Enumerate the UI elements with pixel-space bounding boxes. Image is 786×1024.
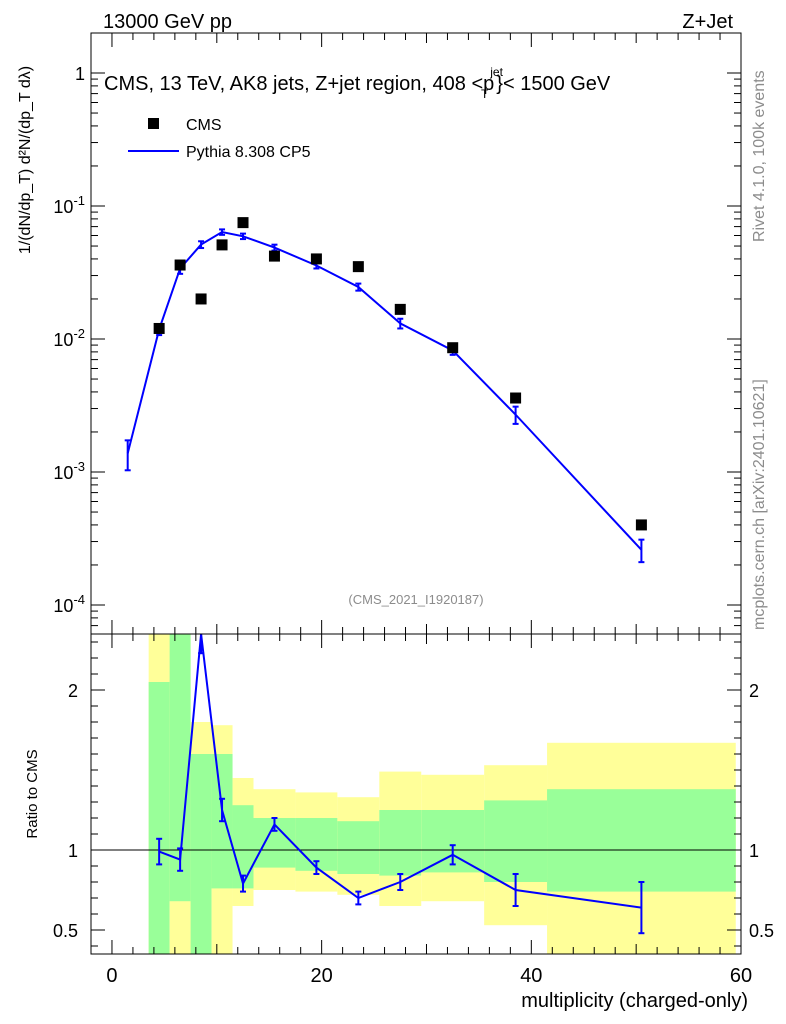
header-right-label: Z+Jet [682, 11, 733, 33]
main-ytick-label-2: 10-2 [53, 326, 85, 350]
mcplots-source-label: mcplots.cern.ch [arXiv:2401.10621] [751, 379, 768, 630]
cms-point-4 [217, 239, 228, 250]
main-ytick-label-0: 1 [75, 64, 85, 84]
cms-point-8 [353, 261, 364, 272]
ratio-ytick-label-right-0: 0.5 [749, 921, 774, 941]
ratio-y-axis-label: Ratio to CMS [24, 749, 41, 838]
ratio-ytick-label-2: 2 [68, 681, 78, 701]
legend-pythia-label: Pythia 8.308 CP5 [186, 144, 311, 161]
ratio-ytick-label-0: 0.5 [53, 921, 78, 941]
cms-point-9 [395, 304, 406, 315]
rivet-version-label: Rivet 4.1.0, 100k events [751, 70, 768, 242]
band-inner-8 [379, 810, 421, 876]
plot-canvas: 13000 GeV pp Z+Jet Rivet 4.1.0, 100k eve… [0, 0, 786, 1024]
x-tick-label-2: 40 [520, 965, 542, 987]
header-left-label: 13000 GeV pp [103, 11, 232, 33]
cms-point-12 [636, 519, 647, 530]
cms-point-0 [122, 634, 133, 645]
band-inner-7 [337, 821, 379, 874]
ratio-ytick-label-right-2: 2 [749, 681, 759, 701]
x-tick-label-1: 20 [311, 965, 333, 987]
cms-point-11 [510, 393, 521, 404]
cms-point-6 [269, 251, 280, 262]
cms-point-1 [154, 323, 165, 334]
cms-point-5 [238, 217, 249, 228]
ratio-ytick-label-1: 1 [68, 841, 78, 861]
main-ytick-label-4: 10-4 [53, 592, 85, 616]
cms-point-7 [311, 253, 322, 264]
cms-point-10 [447, 342, 458, 353]
main-y-axis-label: 1/(dN/dp_T) d²N/(dp_T dλ) [17, 66, 34, 254]
legend-cms-marker [148, 118, 159, 129]
main-ytick-label-3: 10-3 [53, 459, 85, 483]
analysis-watermark: (CMS_2021_I1920187) [348, 592, 483, 607]
band-inner-0 [149, 682, 170, 954]
main-plot-content [122, 217, 647, 645]
band-inner-10 [484, 800, 547, 882]
pythia-curve [128, 232, 642, 550]
legend: CMS Pythia 8.308 CP5 [128, 117, 311, 161]
cms-point-2 [175, 260, 186, 271]
ratio-ytick-label-right-1: 1 [749, 841, 759, 861]
x-tick-label-3: 60 [730, 965, 752, 987]
legend-cms-label: CMS [186, 117, 222, 134]
x-tick-label-0: 0 [106, 965, 117, 987]
band-inner-11 [547, 789, 736, 891]
x-axis-label: multiplicity (charged-only) [521, 990, 748, 1012]
y-axis-label-text: 1/(dN/dp_T) d²N/(dp_T dλ) [17, 66, 34, 254]
cms-point-3 [196, 293, 207, 304]
band-inner-2 [191, 754, 212, 954]
main-ytick-label-1: 10-1 [53, 193, 85, 217]
chart-title: CMS, 13 TeV, AK8 jets, Z+jet region, 408… [104, 65, 611, 101]
ratio-uncertainty-bands [149, 634, 736, 954]
